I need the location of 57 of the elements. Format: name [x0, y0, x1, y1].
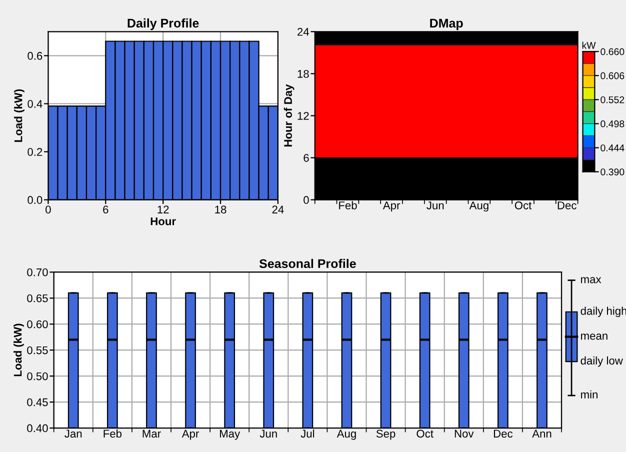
y-tick-label: 0.0 [28, 196, 42, 204]
y-tick-label: 0.6 [28, 52, 42, 60]
x-tick-label: Oct [514, 201, 532, 210]
x-tick-label: Dec [558, 202, 576, 210]
color-bar-label: 0.660 [600, 48, 624, 56]
x-tick-label: Ann [532, 430, 552, 438]
x-tick-label: Aug [469, 202, 488, 212]
x-tick-label: Feb [339, 201, 357, 210]
y-tick-label: 0.65 [27, 294, 48, 302]
x-tick-label: Sep [376, 430, 396, 440]
y-tick-label: 0.50 [27, 372, 48, 380]
y-tick-label: 0.40 [27, 424, 48, 432]
y-tick-label: 0.70 [27, 268, 48, 276]
x-tick-label: 24 [272, 206, 284, 214]
chart-title: Seasonal Profile [259, 258, 356, 268]
x-tick-label: Feb [104, 429, 122, 438]
text: mean [581, 334, 608, 340]
x-tick-label: May [220, 430, 240, 440]
x-tick-label: Oct [416, 430, 434, 438]
x-tick-label: Nov [454, 430, 474, 438]
chart-title: Daily Profile [128, 18, 199, 30]
x-tick-label: Jan [64, 430, 82, 438]
chart-title: DMap [430, 18, 463, 30]
y-tick-label: 0 [304, 196, 309, 204]
x-tick-label: 12 [158, 206, 169, 214]
x-tick-label: Apr [182, 430, 199, 440]
y-axis-title: Hour of Day [284, 84, 294, 146]
y-tick-label: 12 [298, 112, 309, 120]
color-bar-label: 0.444 [600, 144, 624, 152]
x-tick-label: Jun [260, 430, 277, 438]
y-tick-label: 0.60 [27, 320, 48, 328]
color-bar-title: kW [582, 42, 596, 49]
y-tick-label: 24 [298, 28, 309, 36]
text: daily low [580, 356, 623, 367]
x-tick-label: Jun [426, 202, 444, 210]
color-bar-label: 0.552 [600, 96, 624, 104]
y-tick-label: 0.4 [28, 100, 42, 108]
color-bar-label: 0.390 [600, 168, 624, 176]
y-tick-label: 18 [298, 70, 309, 78]
y-axis-title: Load (kW) [14, 324, 24, 376]
text: min [581, 390, 598, 398]
x-tick-label: Aug [336, 430, 356, 440]
y-tick-label: 6 [304, 154, 309, 162]
y-tick-label: 0.55 [27, 346, 48, 354]
x-tick-label: Jul [300, 429, 314, 438]
color-bar-label: 0.606 [600, 72, 624, 80]
x-tick-label: 6 [103, 206, 108, 214]
x-tick-label: Mar [142, 430, 161, 438]
x-axis-title: Hour [150, 217, 176, 226]
y-tick-label: 0.2 [28, 148, 42, 156]
x-tick-label: 18 [215, 206, 226, 214]
x-tick-label: Apr [382, 202, 400, 212]
y-tick-label: 0.45 [27, 398, 48, 406]
y-axis-title: Load (kW) [14, 89, 24, 142]
text: max [581, 277, 602, 284]
color-bar-label: 0.498 [600, 120, 624, 128]
x-tick-label: Dec [494, 430, 513, 438]
